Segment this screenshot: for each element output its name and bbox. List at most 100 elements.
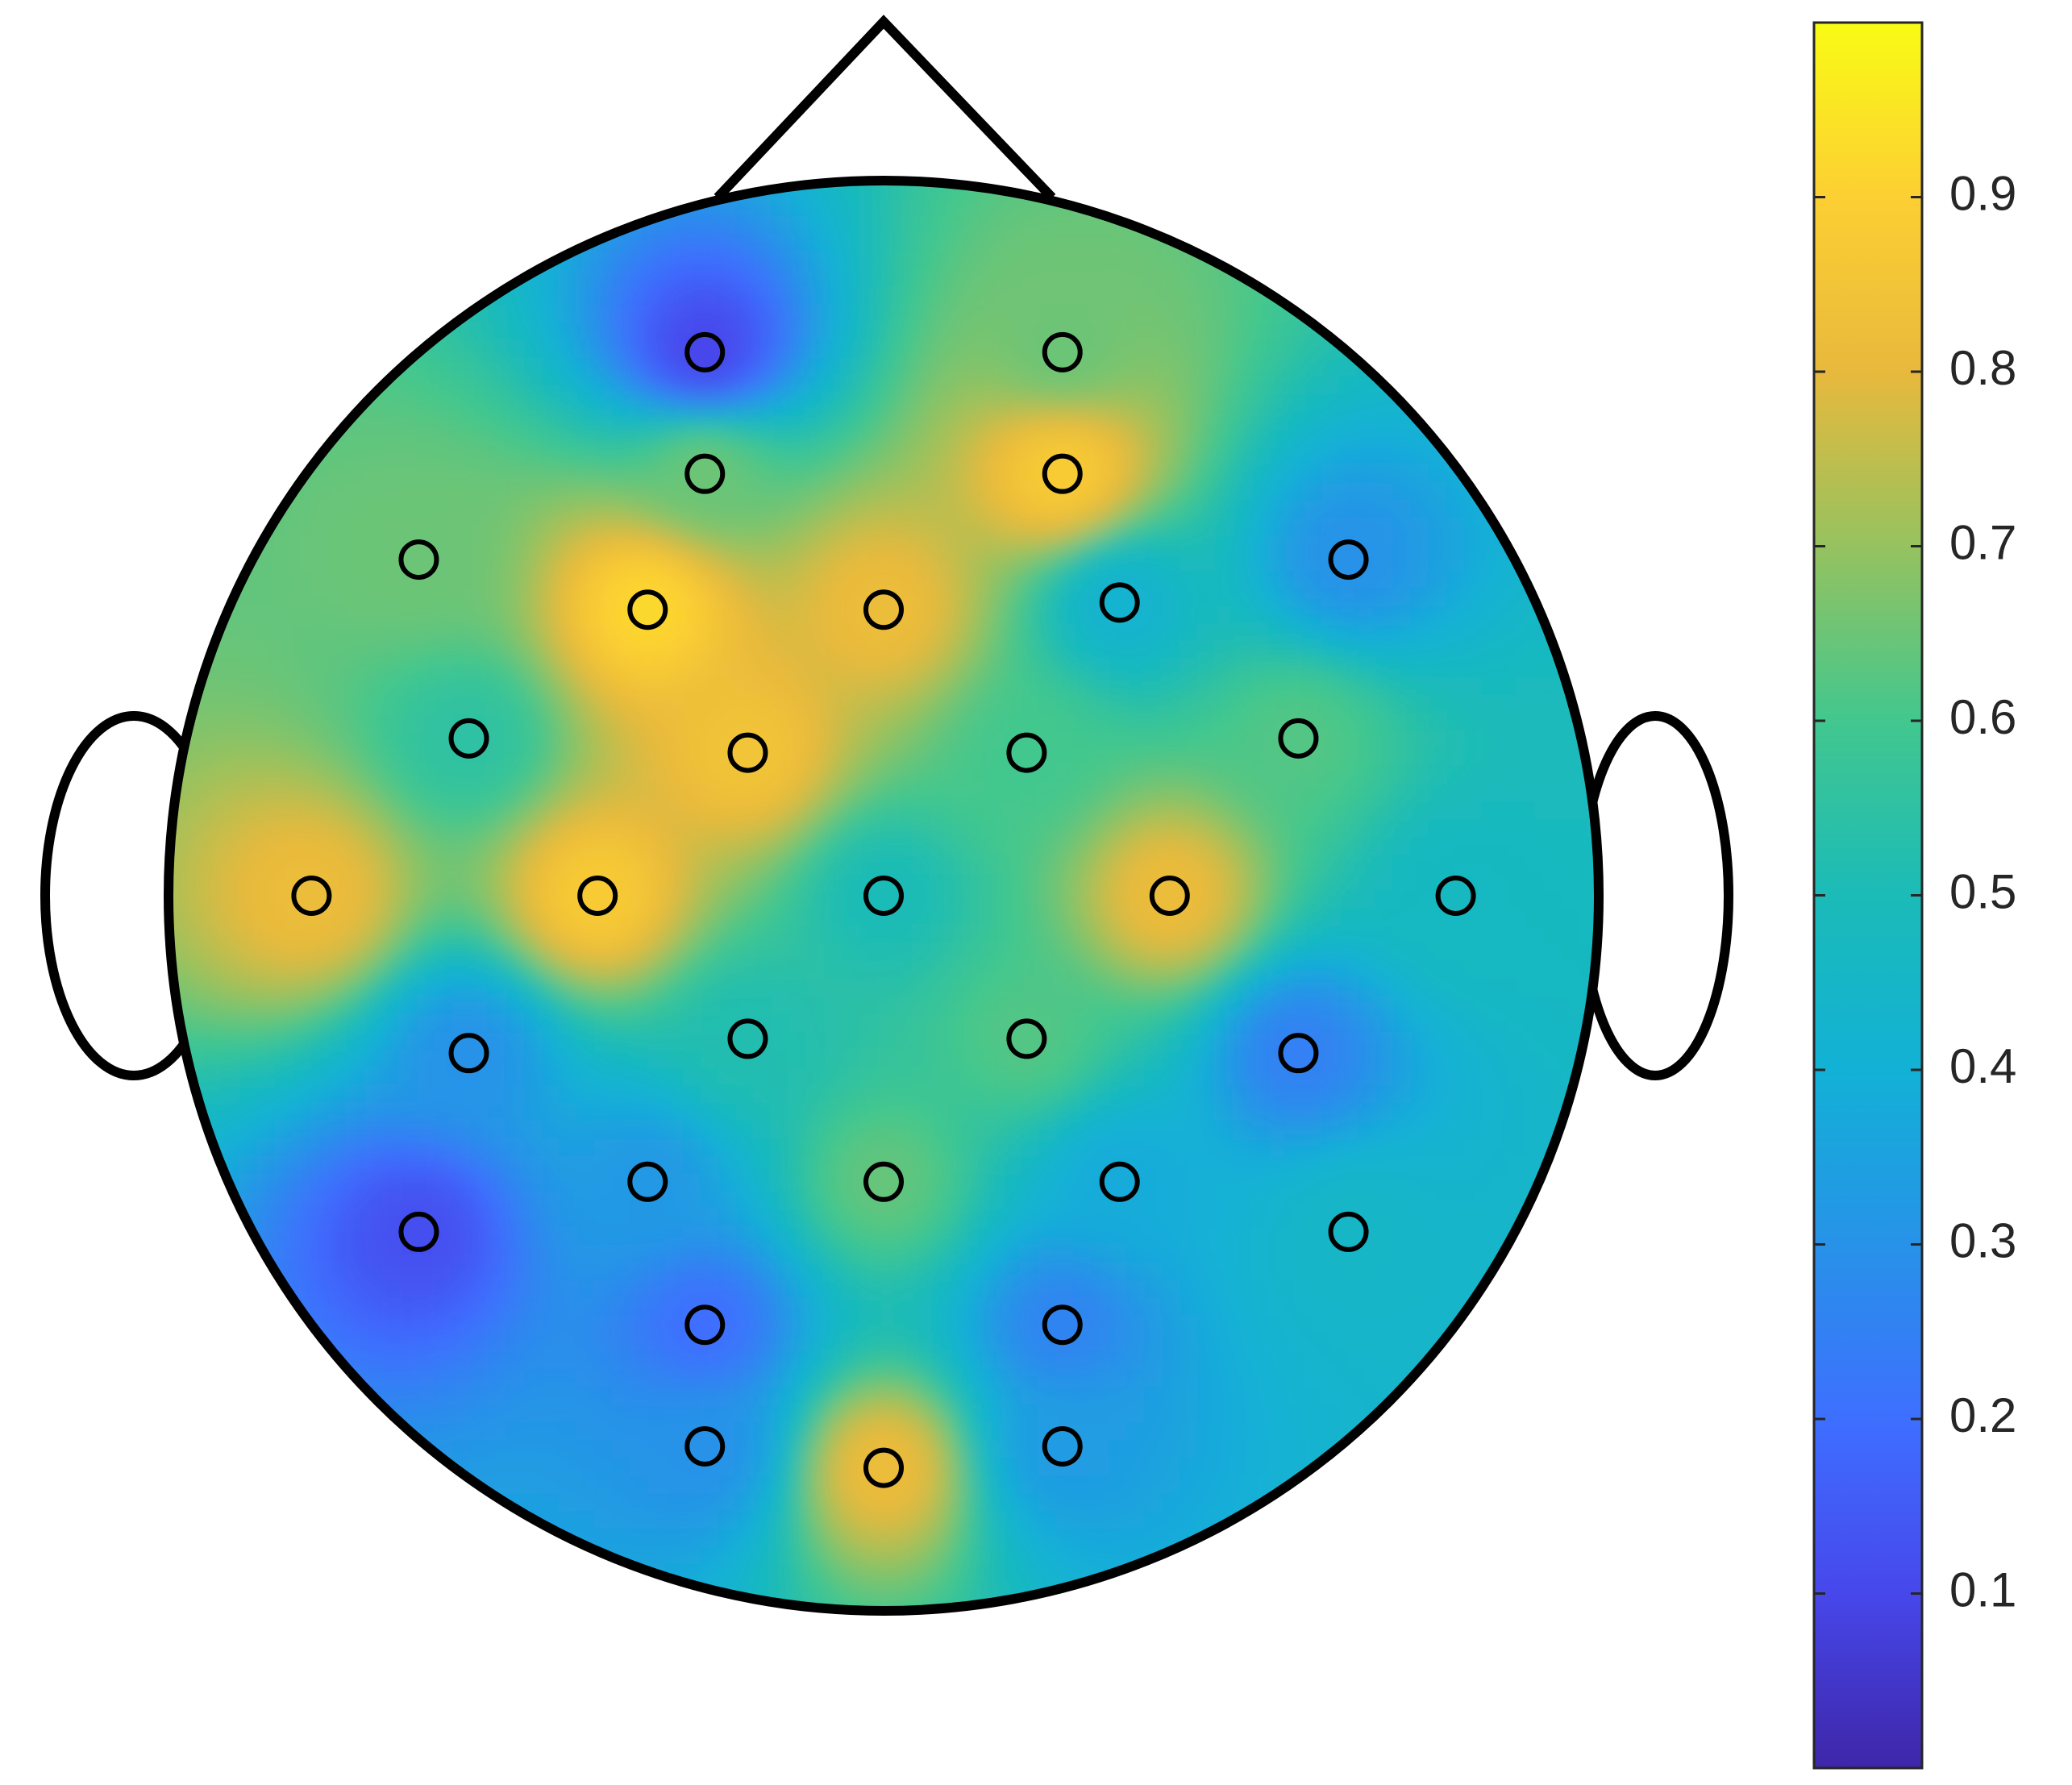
field-cell	[772, 1298, 790, 1317]
field-cell	[1375, 997, 1393, 1015]
field-cell	[1109, 1263, 1127, 1281]
field-cell	[860, 979, 879, 997]
field-cell	[1321, 1156, 1340, 1175]
field-cell	[1268, 855, 1287, 873]
field-cell	[736, 535, 755, 554]
field-cell	[913, 819, 932, 838]
field-cell	[1499, 464, 1517, 483]
field-cell	[1250, 589, 1269, 607]
field-cell	[1286, 677, 1304, 696]
field-cell	[647, 1245, 666, 1263]
field-cell	[1197, 464, 1216, 483]
field-cell	[594, 677, 613, 696]
field-cell	[949, 216, 967, 235]
field-cell	[435, 1316, 453, 1334]
field-cell	[1091, 376, 1109, 394]
field-cell	[1392, 1316, 1411, 1334]
field-cell	[789, 1156, 808, 1175]
field-cell	[328, 1263, 347, 1281]
field-cell	[328, 1280, 347, 1299]
field-cell	[984, 269, 1003, 288]
field-cell	[1463, 1121, 1482, 1139]
field-cell	[576, 801, 595, 820]
field-cell	[541, 748, 560, 767]
field-cell	[417, 1334, 435, 1352]
field-cell	[878, 1032, 897, 1051]
field-cell	[1020, 624, 1038, 643]
field-cell	[1038, 234, 1056, 252]
field-cell	[1304, 518, 1322, 536]
field-cell	[1109, 411, 1127, 430]
field-cell	[1091, 642, 1109, 660]
field-cell	[967, 518, 985, 536]
field-cell	[949, 1138, 967, 1157]
field-cell	[1250, 606, 1269, 625]
field-cell	[328, 1192, 347, 1210]
field-cell	[488, 1103, 506, 1121]
field-cell	[878, 447, 897, 465]
field-cell	[807, 1085, 826, 1104]
field-cell	[1517, 890, 1535, 909]
field-cell	[860, 535, 879, 554]
field-cell	[1410, 1121, 1429, 1139]
field-cell	[435, 571, 453, 589]
field-cell	[807, 411, 826, 430]
field-cell	[913, 589, 932, 607]
field-cell	[1517, 855, 1535, 873]
field-cell	[1357, 500, 1375, 518]
field-cell	[1038, 677, 1056, 696]
field-cell	[647, 801, 666, 820]
field-cell	[1091, 163, 1109, 181]
field-cell	[470, 358, 489, 377]
field-cell	[381, 518, 400, 536]
field-cell	[1020, 322, 1038, 341]
field-cell	[1428, 1174, 1446, 1192]
field-cell	[913, 855, 932, 873]
field-cell	[381, 819, 400, 838]
field-cell	[171, 1174, 187, 1192]
field-cell	[1339, 1192, 1358, 1210]
field-cell	[1268, 677, 1287, 696]
field-cell	[364, 1103, 382, 1121]
field-cell	[1162, 198, 1180, 217]
field-cell	[1304, 1156, 1322, 1175]
field-cell	[1162, 606, 1180, 625]
field-cell	[204, 766, 223, 784]
field-cell	[452, 784, 471, 802]
field-cell	[1144, 518, 1163, 536]
field-cell	[1339, 624, 1358, 643]
field-cell	[328, 1227, 347, 1246]
field-cell	[417, 784, 435, 802]
field-cell	[1268, 340, 1287, 359]
field-cell	[789, 1138, 808, 1157]
field-cell	[860, 393, 879, 412]
field-cell	[399, 287, 418, 306]
field-cell	[1517, 1050, 1535, 1068]
field-cell	[807, 801, 826, 820]
field-cell	[1375, 659, 1393, 678]
field-cell	[452, 1316, 471, 1334]
field-cell	[222, 659, 240, 678]
field-cell	[984, 784, 1003, 802]
field-cell	[1197, 713, 1216, 731]
field-cell	[807, 1351, 826, 1370]
field-cell	[1109, 1280, 1127, 1299]
field-cell	[1109, 1014, 1127, 1033]
field-cell	[647, 518, 666, 536]
field-cell	[1126, 908, 1145, 926]
field-cell	[843, 287, 861, 306]
field-cell	[1109, 748, 1127, 767]
field-cell	[1091, 322, 1109, 341]
field-cell	[576, 1085, 595, 1104]
field-cell	[1357, 1192, 1375, 1210]
field-cell	[1587, 1121, 1596, 1139]
field-cell	[1144, 624, 1163, 643]
field-cell	[435, 411, 453, 430]
field-cell	[523, 926, 542, 944]
field-cell	[1020, 500, 1038, 518]
field-cell	[843, 997, 861, 1015]
field-cell	[630, 1032, 648, 1051]
field-cell	[984, 606, 1003, 625]
field-cell	[701, 1156, 719, 1175]
field-cell	[417, 713, 435, 731]
